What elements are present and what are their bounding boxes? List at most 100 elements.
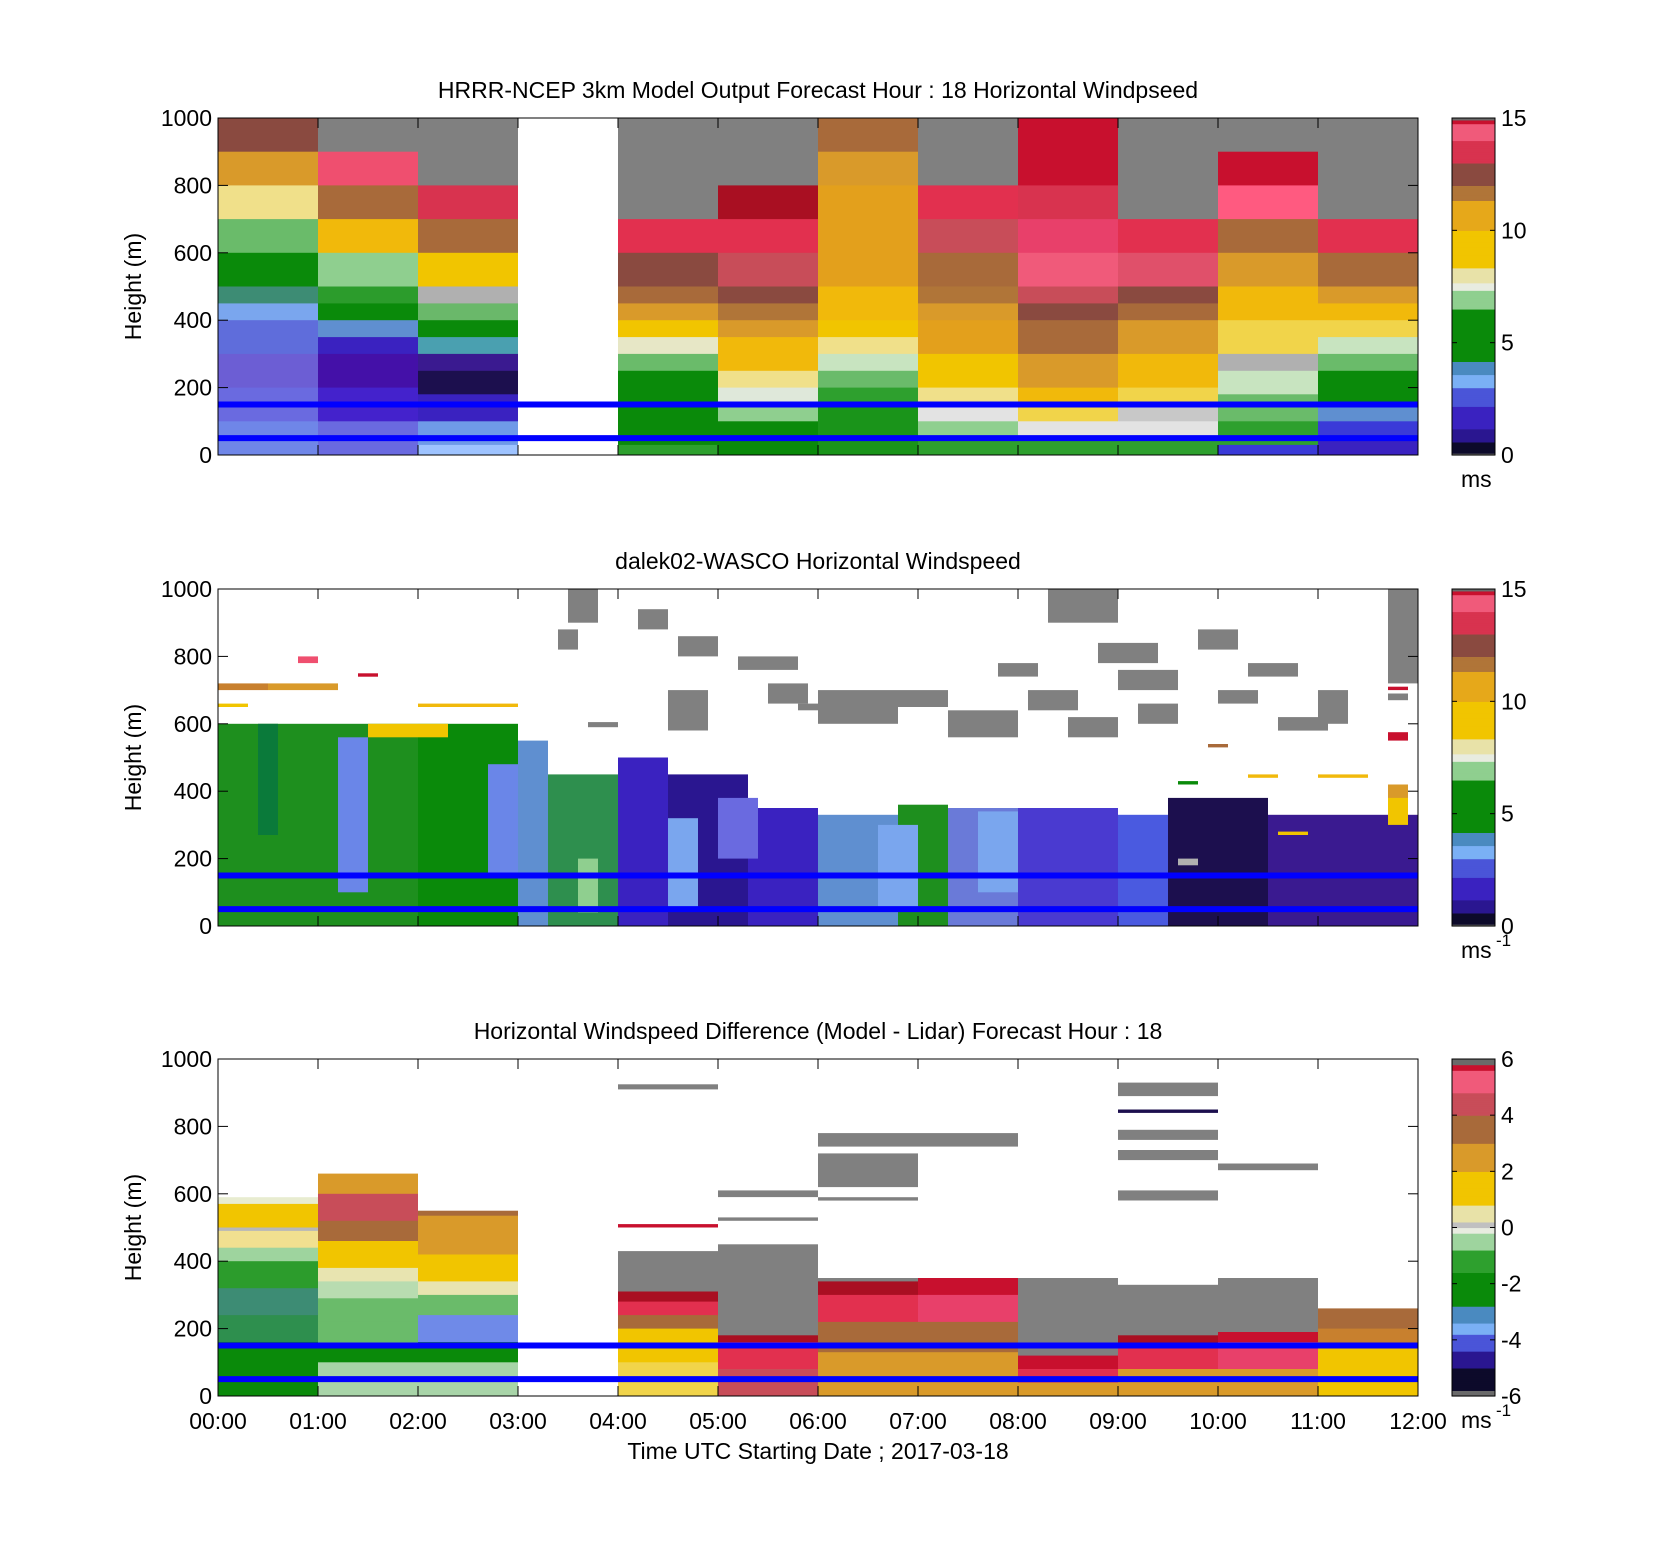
heatmap-cell-2-41 — [948, 710, 1018, 738]
colorbar-swatch-1 — [1452, 205, 1495, 209]
heatmap-cell-2-23 — [218, 683, 268, 691]
colorbar-swatch-1 — [1452, 170, 1495, 173]
colorbar-swatch-3 — [1452, 1300, 1495, 1303]
colorbar-swatch-2 — [1452, 650, 1495, 654]
heatmap-cell-2-0 — [218, 723, 418, 926]
colorbar-swatch-2 — [1452, 710, 1495, 714]
colorbar-swatch-3 — [1452, 1311, 1495, 1315]
colorbar-swatch-3 — [1452, 1096, 1495, 1099]
colorbar-swatch-3 — [1452, 1326, 1495, 1330]
colorbar-swatch-3 — [1452, 1197, 1495, 1201]
colorbar-swatch-2 — [1452, 603, 1495, 607]
colorbar-swatch-2 — [1452, 682, 1495, 686]
colorbar-swatch-3 — [1452, 1381, 1495, 1384]
colorbar-swatch-3 — [1452, 1392, 1495, 1395]
colorbar-swatch-1 — [1452, 118, 1495, 121]
colorbar-swatch-2 — [1452, 789, 1495, 792]
colorbar-swatch-3 — [1452, 1130, 1495, 1133]
heatmap-cell-3-43 — [818, 1153, 918, 1188]
colorbar-swatch-1 — [1452, 256, 1495, 260]
colorbar-swatch-2 — [1452, 624, 1495, 628]
colorbar-swatch-1 — [1452, 127, 1495, 130]
colorbar-swatch-2 — [1452, 815, 1495, 819]
colorbar-swatch-3 — [1452, 1090, 1495, 1094]
colorbar-swatch-3 — [1452, 1302, 1495, 1305]
colorbar-swatch-3 — [1452, 1220, 1495, 1223]
heatmap-cell-2-25 — [298, 656, 318, 664]
heatmap-cell-2-52 — [1278, 717, 1328, 731]
colorbar-swatch-2 — [1452, 798, 1495, 802]
colorbar-swatch-3 — [1452, 1188, 1495, 1191]
colorbar-swatch-1 — [1452, 189, 1495, 192]
colorbar-swatch-2 — [1452, 897, 1495, 901]
colorbar-swatch-1 — [1452, 140, 1495, 143]
colorbar-swatch-1 — [1452, 155, 1495, 158]
colorbar-swatch-2 — [1452, 740, 1495, 744]
colorbar-swatch-2 — [1452, 680, 1495, 684]
colorbar-swatch-1 — [1452, 134, 1495, 138]
colorbar-swatch-2 — [1452, 907, 1495, 910]
colorbar-swatch-1 — [1452, 226, 1495, 230]
colorbar-swatch-1 — [1452, 132, 1495, 136]
colorbar-swatch-2 — [1452, 750, 1495, 753]
colorbar-swatch-2 — [1452, 641, 1495, 644]
colorbar-swatch-2 — [1452, 824, 1495, 828]
colorbar-swatch-3 — [1452, 1145, 1495, 1148]
colorbar-swatch-3 — [1452, 1160, 1495, 1163]
y-tick-label: 200 — [174, 1316, 212, 1342]
colorbar-swatch-3 — [1452, 1176, 1495, 1180]
colorbar-swatch-1 — [1452, 323, 1495, 327]
colorbar-swatch-1 — [1452, 119, 1495, 123]
heatmap-cell-3-62 — [1118, 1150, 1218, 1161]
colorbar-swatch-2 — [1452, 660, 1495, 663]
heatmap-cell-2-47 — [1118, 669, 1178, 691]
colorbar-swatch-1 — [1452, 237, 1495, 241]
colorbar-swatch-1 — [1452, 151, 1495, 155]
colorbar-swatch-3 — [1452, 1298, 1495, 1302]
colorbar-swatch-3 — [1452, 1347, 1495, 1350]
colorbar-swatch-2 — [1452, 742, 1495, 745]
colorbar-swatch-2 — [1452, 860, 1495, 863]
colorbar-swatch-3 — [1452, 1180, 1495, 1184]
colorbar-swatch-1 — [1452, 131, 1495, 134]
colorbar-swatch-1 — [1452, 335, 1495, 338]
heatmap-cell-2-46 — [1098, 642, 1158, 664]
colorbar-swatch-3 — [1452, 1137, 1495, 1141]
colorbar-swatch-3 — [1452, 1296, 1495, 1300]
colorbar-swatch-2 — [1452, 620, 1495, 624]
heatmap-cell-2-55 — [1388, 693, 1408, 701]
colorbar-swatch-2 — [1452, 819, 1495, 822]
colorbar-swatch-3 — [1452, 1191, 1495, 1195]
colorbar-swatch-3 — [1452, 1124, 1495, 1127]
heatmap-cell-2-49 — [1198, 629, 1238, 650]
colorbar-swatch-2 — [1452, 701, 1495, 704]
colorbar-swatch-1 — [1452, 177, 1495, 181]
colorbar-swatch-3 — [1452, 1210, 1495, 1214]
colorbar-swatch-2 — [1452, 746, 1495, 749]
colorbar-swatch-3 — [1452, 1218, 1495, 1221]
colorbar-swatch-1 — [1452, 331, 1495, 334]
colorbar-swatch-2 — [1452, 875, 1495, 878]
colorbar-swatch-1 — [1452, 368, 1495, 372]
colorbar-swatch-2 — [1452, 845, 1495, 848]
colorbar-swatch-3 — [1452, 1199, 1495, 1202]
colorbar-swatch-1 — [1452, 247, 1495, 250]
colorbar-swatch-3 — [1452, 1103, 1495, 1107]
colorbar-swatch-2 — [1452, 594, 1495, 598]
colorbar-swatch-3 — [1452, 1306, 1495, 1309]
colorbar-swatch-3 — [1452, 1120, 1495, 1124]
colorbar-swatch-3 — [1452, 1379, 1495, 1382]
y-axis-label-2: Height (m) — [120, 704, 146, 811]
colorbar-swatch-1 — [1452, 378, 1495, 381]
colorbar-swatch-3 — [1452, 1294, 1495, 1298]
colorbar-swatch-3 — [1452, 1227, 1495, 1230]
colorbar-swatch-2 — [1452, 686, 1495, 689]
colorbar-swatch-2 — [1452, 632, 1495, 635]
colorbar-swatch-3 — [1452, 1315, 1495, 1318]
colorbar-swatch-2 — [1452, 731, 1495, 734]
colorbar-swatch-3 — [1452, 1128, 1495, 1131]
colorbar-swatch-3 — [1452, 1158, 1495, 1161]
colorbar-swatch-2 — [1452, 589, 1495, 592]
colorbar-swatch-3 — [1452, 1115, 1495, 1118]
colorbar-swatch-3 — [1452, 1287, 1495, 1290]
